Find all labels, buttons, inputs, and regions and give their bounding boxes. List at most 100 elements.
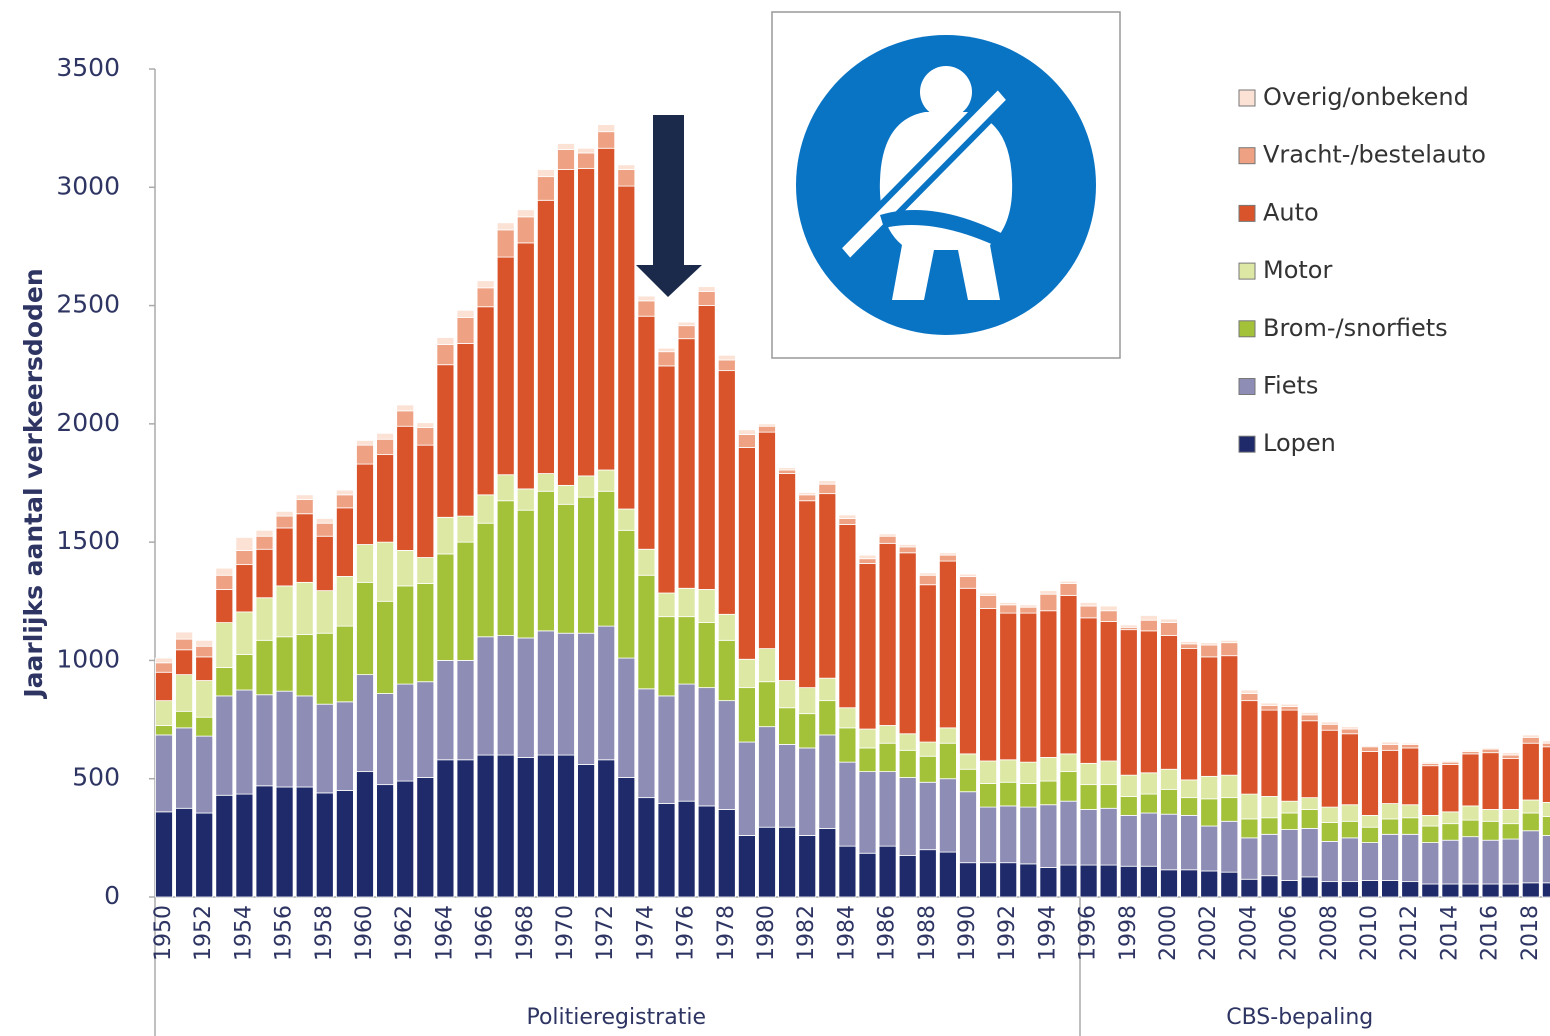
bar-segment xyxy=(898,777,917,857)
bar-segment xyxy=(476,522,495,638)
x-tick-label: 1954 xyxy=(231,905,256,961)
y-tick-label: 500 xyxy=(72,763,120,792)
bar-segment xyxy=(1180,797,1198,816)
bar-segment xyxy=(1019,761,1038,784)
bar-segment xyxy=(878,542,897,726)
bar-segment xyxy=(838,845,857,898)
bar-segment xyxy=(1059,864,1078,898)
bar-segment xyxy=(1059,800,1078,866)
bar-segment xyxy=(1260,704,1279,711)
bar-segment xyxy=(255,694,274,787)
bar-segment xyxy=(798,713,817,749)
x-tick-label: 2012 xyxy=(1397,905,1422,961)
bar-segment xyxy=(1441,823,1460,841)
x-tick-label: 1998 xyxy=(1116,905,1141,961)
bar-segment xyxy=(315,518,334,524)
bar-segment xyxy=(637,574,656,690)
bar-segment xyxy=(697,589,716,623)
legend-label: Fiets xyxy=(1263,372,1318,400)
x-tick-label: 1964 xyxy=(432,905,457,961)
bar-segment xyxy=(1039,590,1058,595)
legend-swatch xyxy=(1238,262,1256,280)
bar-segment xyxy=(215,567,234,576)
bar-segment xyxy=(979,607,997,762)
bar-segment xyxy=(778,469,796,474)
y-tick-label: 2000 xyxy=(56,408,120,437)
bar-segment xyxy=(335,576,354,627)
bar-segment xyxy=(1361,842,1379,881)
bar-segment xyxy=(356,581,374,676)
bar-segment xyxy=(1039,757,1058,782)
bar-segment xyxy=(295,634,314,697)
bar-segment xyxy=(175,649,194,676)
bar-segment xyxy=(1119,814,1138,867)
bar-segment xyxy=(818,493,837,679)
bar-segment xyxy=(376,454,395,543)
bar-segment xyxy=(798,835,817,898)
bar-segment xyxy=(1119,629,1138,776)
bar-segment xyxy=(1300,809,1319,829)
bar-segment xyxy=(235,654,254,691)
bar-segment xyxy=(637,295,656,302)
bar-segment xyxy=(878,533,897,537)
bar-segment xyxy=(195,680,214,718)
legend-label: Auto xyxy=(1263,198,1319,226)
bar-segment xyxy=(878,845,897,898)
bar-segment xyxy=(717,359,736,372)
bar-segment xyxy=(275,527,294,587)
bar-segment xyxy=(1542,740,1550,744)
bar-segment xyxy=(315,792,334,898)
bar-segment xyxy=(1039,593,1058,612)
bar-segment xyxy=(778,680,796,709)
bar-segment xyxy=(597,147,616,471)
bar-segment xyxy=(1381,749,1399,804)
bar-segment xyxy=(335,494,354,509)
bar-segment xyxy=(1341,733,1359,806)
bar-segment xyxy=(717,809,736,898)
bar-segment xyxy=(376,432,395,440)
bar-segment xyxy=(1300,714,1319,722)
bar-segment xyxy=(1542,816,1550,836)
bar-segment xyxy=(195,812,214,898)
bar-segment xyxy=(1320,729,1339,808)
bar-segment xyxy=(215,574,234,590)
bar-segment xyxy=(577,632,595,765)
bar-segment xyxy=(1521,736,1540,744)
group-label: Politieregistratie xyxy=(526,1005,706,1030)
legend-label: Lopen xyxy=(1263,429,1336,457)
bar-segment xyxy=(1180,641,1198,645)
bar-segment xyxy=(1240,793,1259,820)
bar-segment xyxy=(1320,822,1339,842)
bar-segment xyxy=(1240,818,1259,839)
x-tick-label: 1990 xyxy=(955,905,980,961)
bar-segment xyxy=(1381,833,1399,881)
bar-segment xyxy=(175,710,194,729)
y-tick-label: 1000 xyxy=(56,644,120,673)
bar-segment xyxy=(1521,882,1540,898)
bar-segment xyxy=(516,637,535,758)
bar-segment xyxy=(235,564,254,613)
bar-segment xyxy=(918,849,937,898)
bar-segment xyxy=(818,480,837,485)
icon-head xyxy=(920,66,972,118)
bar-segment xyxy=(758,726,776,828)
bar-segment xyxy=(1521,830,1540,884)
bar-segment xyxy=(1461,753,1480,807)
bar-segment xyxy=(637,315,656,550)
bar-segment xyxy=(1501,823,1520,840)
bar-segment xyxy=(1320,721,1339,725)
bar-segment xyxy=(1441,764,1460,813)
bar-segment xyxy=(918,584,937,743)
bar-segment xyxy=(335,507,354,577)
bar-segment xyxy=(195,716,214,737)
bar-segment xyxy=(1140,865,1158,898)
bar-segment xyxy=(315,522,334,537)
bar-segment xyxy=(255,548,274,599)
bar-segment xyxy=(376,541,395,602)
bar-segment xyxy=(1039,867,1058,898)
bar-segment xyxy=(677,800,696,898)
bar-segment xyxy=(295,581,314,635)
bar-segment xyxy=(416,444,435,558)
bar-segment xyxy=(456,515,475,543)
bar-segment xyxy=(697,687,716,807)
